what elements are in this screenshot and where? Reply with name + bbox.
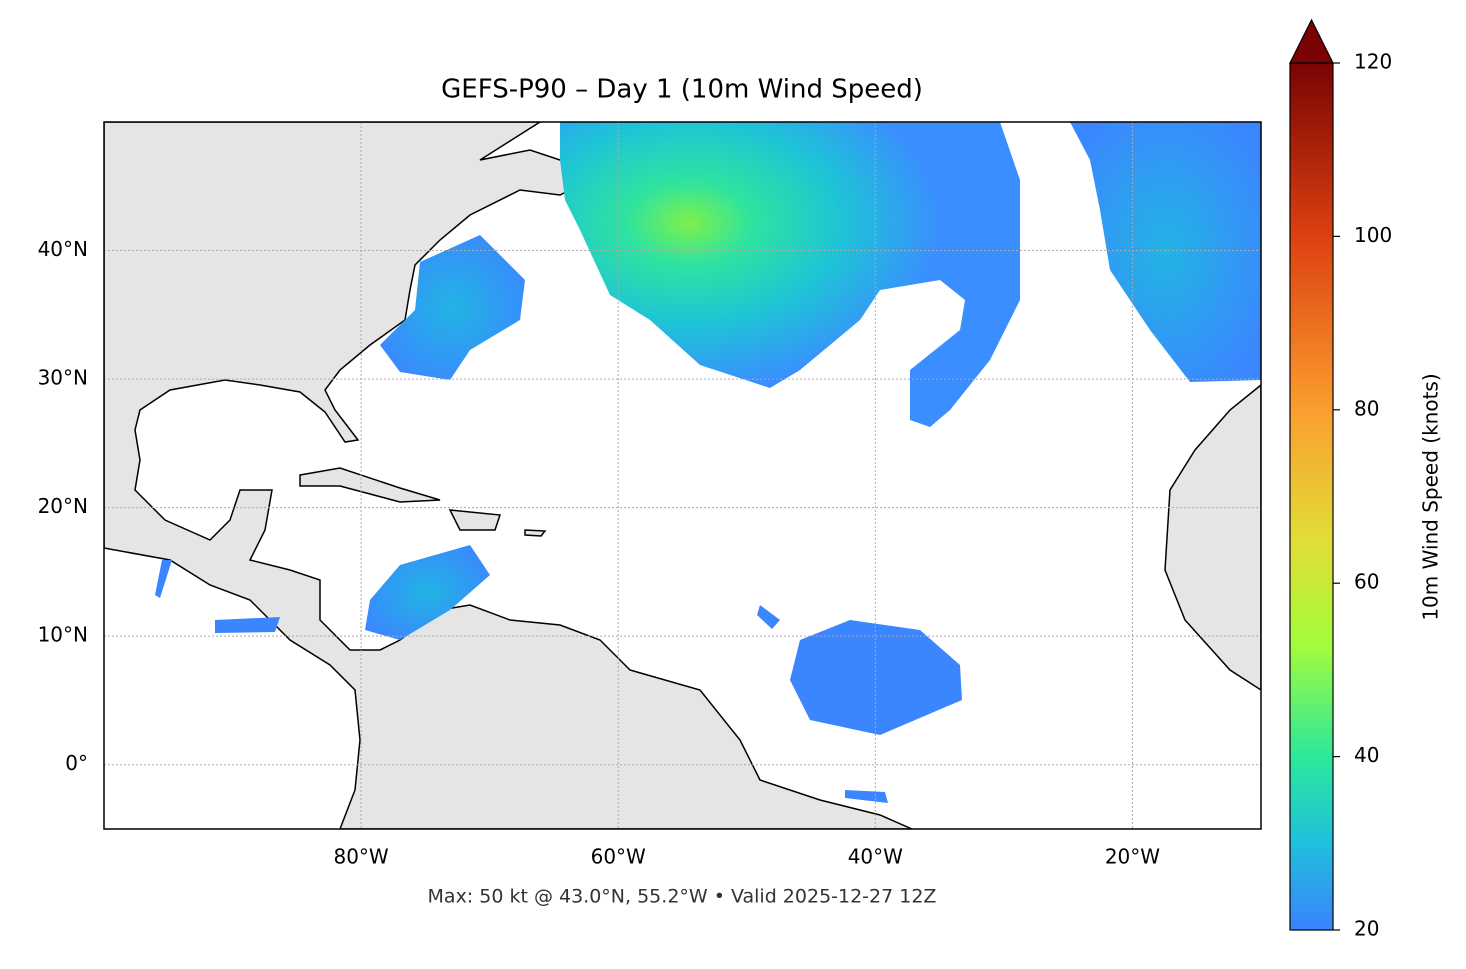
wind-field: [380, 235, 525, 380]
land: [1164, 384, 1261, 691]
colorbar-extend: [1289, 18, 1334, 64]
colorbar-tick-label: 120: [1354, 50, 1392, 74]
y-tick-label: 0°: [65, 751, 88, 775]
land: [104, 122, 913, 829]
wind-field: [215, 617, 280, 633]
grid: [104, 122, 1261, 829]
land: [448, 509, 502, 531]
colorbar: [1289, 62, 1334, 931]
y-tick-label: 10°N: [38, 623, 88, 647]
y-tick-label: 20°N: [38, 494, 88, 518]
colorbar-tick-label: 80: [1354, 396, 1379, 420]
colorbar-tick-label: 40: [1354, 743, 1379, 767]
wind-field: [845, 790, 888, 803]
chart-title: GEFS-P90 – Day 1 (10m Wind Speed): [441, 75, 923, 105]
y-tick-label: 40°N: [38, 237, 88, 261]
annotation: Max: 50 kt @ 43.0°N, 55.2°W • Valid 2025…: [428, 886, 937, 908]
colorbar-tick-label: 60: [1354, 570, 1379, 594]
x-tick-label: 20°W: [1105, 845, 1160, 869]
colorbar-tick-label: 20: [1354, 917, 1379, 941]
wind-field: [1070, 122, 1261, 382]
y-tick-label: 30°N: [38, 366, 88, 390]
wind-field: [757, 605, 780, 629]
land: [524, 529, 547, 537]
x-tick-label: 40°W: [848, 845, 903, 869]
colorbar-tick-label: 100: [1354, 223, 1392, 247]
wind-field: [790, 620, 962, 735]
wind-field: [560, 122, 1020, 427]
wind-field: [365, 545, 490, 640]
x-tick-label: 80°W: [333, 845, 388, 869]
map-frame: [103, 121, 1262, 830]
x-tick-label: 60°W: [591, 845, 646, 869]
wind-field: [155, 560, 172, 598]
land: [299, 467, 441, 503]
colorbar-label: 10m Wind Speed (knots): [1419, 373, 1443, 620]
map-body: [104, 122, 1261, 829]
